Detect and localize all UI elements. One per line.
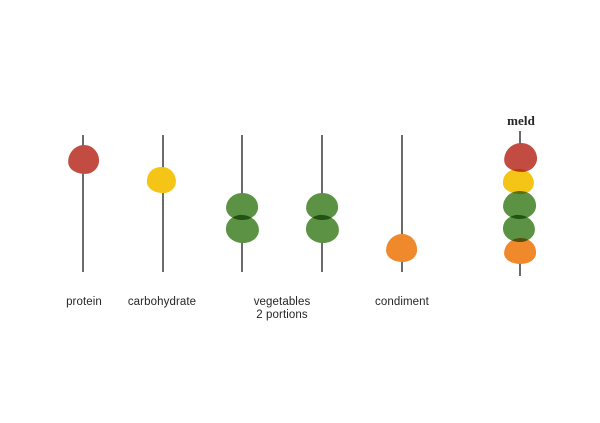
skewer-stick (321, 135, 323, 272)
protein-label: protein (66, 296, 102, 309)
vegetable-bead (502, 190, 537, 220)
meld-label-line-1: meld (507, 113, 535, 128)
carbohydrate-bead (146, 166, 177, 194)
vegetables-label-line-1: vegetables (253, 296, 311, 308)
carbohydrate-bead (502, 167, 535, 195)
skewer-stick (519, 131, 521, 276)
carbohydrate-label-line-1: carbohydrate (127, 296, 197, 308)
vegetables-label-line-2: 2 portions (256, 309, 308, 321)
protein-bead (66, 143, 100, 175)
skewer-stick (162, 135, 164, 272)
skewer-stick (82, 135, 84, 272)
condiment-bead (503, 237, 536, 265)
vegetable-bead (225, 213, 260, 245)
carbohydrate-label: carbohydrate (128, 296, 196, 309)
vegetable-bead (225, 191, 259, 221)
protein-bead (503, 141, 538, 173)
vegetable-bead (305, 213, 340, 245)
vegetable-bead (502, 213, 536, 243)
condiment-label: condiment (375, 296, 429, 309)
skewer-stick (241, 135, 243, 272)
meld-label: meld (507, 114, 535, 128)
vegetables-label: vegetables 2 portions (254, 296, 311, 322)
protein-label-line-1: protein (66, 296, 102, 308)
condiment-label-line-1: condiment (375, 296, 429, 308)
vegetable-bead (305, 191, 339, 221)
condiment-bead (385, 233, 417, 263)
skewer-stick (401, 135, 403, 272)
